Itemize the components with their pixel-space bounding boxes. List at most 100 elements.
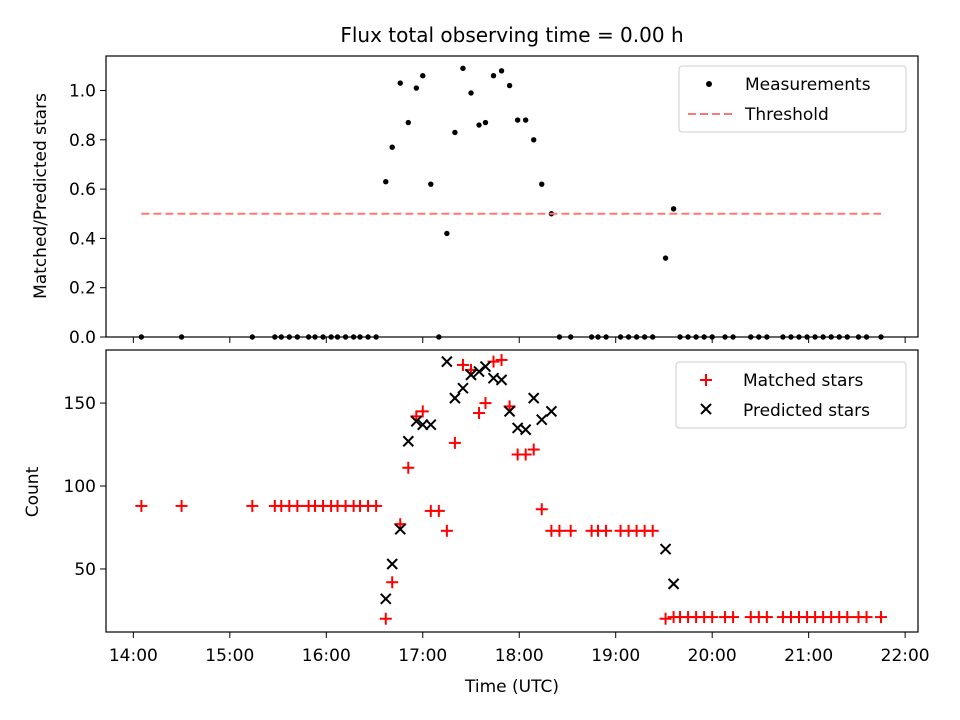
measurements-point [522,117,529,123]
measurements-point [249,334,256,340]
x-tick-label: 22:00 [881,646,930,666]
matched-stars-point [564,524,577,537]
measurements-point [693,334,699,340]
threshold-legend-label: Threshold [744,105,829,125]
measurements-legend-label: Measurements [745,75,871,95]
measurements-point [272,334,278,340]
measurements-point [413,85,420,91]
measurements-point [389,144,395,150]
measurements-point [178,334,185,340]
measurements-point [863,334,870,340]
chart-title: Flux total observing time = 0.00 h [340,23,683,47]
top-y-tick-label: 1.0 [69,82,96,102]
top-plot-frame [105,55,919,338]
measurements-point [836,334,842,340]
predicted-stars-point [479,360,492,373]
x-tick-label: 17:00 [398,646,447,666]
measurements-point [625,334,632,340]
measurements-point [709,334,715,340]
matched-stars-point [841,611,854,624]
matched-stars-point [659,612,672,625]
x-tick-label: 21:00 [784,646,833,666]
measurements-point [641,334,648,340]
x-tick-label: 16:00 [302,646,351,666]
measurements-point [328,334,334,340]
measurements-point [820,334,826,340]
measurements-point [662,255,669,261]
predicted-stars-point [410,415,423,428]
matched-stars-point [448,436,461,449]
matched-stars-point [760,611,773,624]
measurements-point [305,334,312,340]
top-legend-box [678,65,907,133]
measurements-point [278,334,284,340]
matched-stars-point [175,499,188,512]
measurements-point [506,82,513,89]
measurements-point [764,334,770,340]
bottom-y-tick-label: 150 [64,394,96,414]
x-tick-label: 18:00 [495,646,544,666]
bottom-legend: Matched stars Predicted stars [675,361,907,429]
matched-stars-point [706,611,719,624]
measurements-point [603,334,609,340]
matched-stars-point [440,524,453,537]
measurements-point [878,334,884,340]
predicted-stars-point [503,405,516,418]
measurements-point [320,334,326,340]
predicted-stars-point [394,523,406,535]
matched-stars-point [495,353,508,366]
measurements-point [722,334,728,340]
star-count-panel: 50 100 150 14:00 15:00 16:00 17:00 18:00 19:00 20… [64,349,930,666]
measurements-point [452,129,458,136]
predicted-stars-legend-label: Predicted stars [743,401,870,421]
predicted-stars-point [386,558,398,570]
matched-stars-point [479,397,492,410]
matched-stars-point [535,503,548,516]
matched-stars-point [416,405,429,418]
x-tick-label: 19:00 [591,646,640,666]
matched-stars-point [456,358,469,371]
predicted-stars-point [441,355,453,368]
x-tick-label: 20:00 [688,646,737,666]
measurements-point [649,334,656,340]
measurements-point [138,334,145,340]
matched-stars-point [527,443,540,456]
measurements-point [748,334,754,340]
matched-stars-point [402,461,415,474]
measurements-point [373,334,379,340]
matched-stars-point [379,612,392,625]
predicted-stars-point [425,418,437,431]
predicted-stars-point [449,392,461,404]
matched-stars-point [727,611,740,624]
measurements-point [383,179,389,185]
measurements-point [556,334,563,340]
measurements-point [294,334,301,340]
top-legend: Measurements Threshold [678,65,907,133]
matched-stars-point [875,611,888,624]
measurements-point [677,334,683,340]
predicted-stars-point [402,435,414,447]
measurements-point [490,73,497,79]
measurements-point [444,230,450,237]
measurements-point [405,119,411,126]
measurements-point [685,334,691,340]
matched-stars-point [646,524,659,537]
predicted-stars-point [473,365,485,378]
measurements-point [595,334,601,340]
predicted-stars-point [545,405,558,418]
predicted-stars-point [519,423,532,436]
predicted-stars-point [495,374,508,386]
bottom-plot-frame [105,349,919,633]
matched-stars-point [519,448,532,461]
measurements-point [468,90,474,96]
matched-stars-point [432,504,445,517]
measurements-point [670,206,677,212]
measurements-point [342,334,349,340]
matched-stars-point [553,524,566,537]
matched-stars-point [291,499,304,512]
measurements-point [796,334,802,340]
measurements-point [567,334,574,340]
measurements-point [780,334,786,340]
matched-stars-legend-label: Matched stars [743,371,863,391]
